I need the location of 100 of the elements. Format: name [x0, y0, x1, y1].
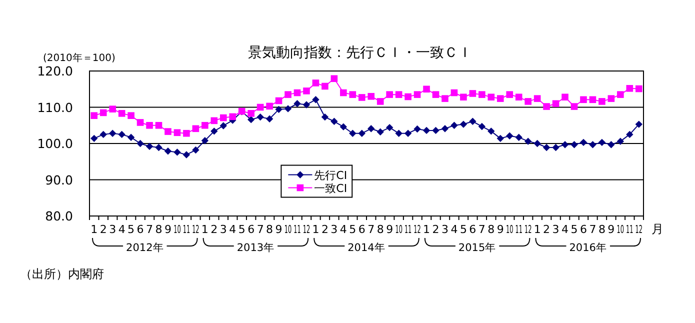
x-tick-label: 5	[128, 223, 135, 236]
text: 2015年	[458, 242, 496, 254]
point	[441, 125, 449, 132]
point	[589, 140, 596, 148]
point	[432, 91, 440, 98]
point	[247, 116, 255, 124]
point	[598, 98, 606, 105]
point	[570, 103, 578, 110]
point	[506, 91, 514, 98]
x-tick-label: 7	[256, 223, 264, 236]
point	[182, 151, 190, 158]
point	[570, 140, 578, 148]
x-tick-label: 10	[284, 224, 292, 237]
x-tick-label: 8	[155, 223, 162, 236]
x-tick-label: 1	[534, 223, 541, 236]
x-tick-label: 12	[302, 224, 310, 237]
x-tick-label: 9	[496, 223, 504, 236]
point	[414, 125, 421, 133]
text: 2012年	[126, 242, 164, 254]
point	[534, 140, 541, 148]
y-tick-label: 100.0	[37, 136, 74, 151]
x-tick-label: 6	[580, 223, 587, 236]
point	[395, 91, 402, 98]
point	[302, 101, 310, 108]
point	[414, 91, 421, 98]
point	[469, 118, 476, 125]
x-tick-label: 3	[220, 223, 227, 236]
point	[146, 142, 154, 150]
point	[349, 91, 356, 98]
point	[174, 129, 181, 136]
x-tick-label: 12	[524, 224, 532, 237]
x-tick-label: 1	[312, 223, 320, 236]
point	[136, 140, 144, 148]
x-tick-label: 9	[164, 223, 172, 236]
point	[589, 96, 596, 104]
point	[330, 75, 338, 82]
x-tick-label: 11	[294, 224, 301, 237]
point	[266, 115, 274, 122]
point	[100, 130, 107, 138]
x-tick-label: 6	[469, 223, 476, 236]
point	[127, 134, 135, 141]
y-tick-label: 90.0	[45, 172, 74, 188]
x-tick-label: 3	[552, 223, 560, 236]
point	[395, 130, 402, 137]
x-tick-label: 5	[460, 223, 467, 236]
point	[108, 130, 116, 137]
x-tick-label: 12	[635, 224, 642, 237]
chart-title: 景気動向指数：先行ＣＩ・一致ＣＩ	[248, 45, 472, 61]
x-tick-label: 4	[450, 223, 458, 236]
point	[192, 146, 200, 154]
y-tick-label: 110.0	[37, 100, 74, 115]
point	[626, 85, 634, 92]
point	[136, 119, 144, 126]
x-tick-label: 11	[182, 224, 190, 237]
point	[220, 114, 227, 122]
point	[284, 91, 292, 98]
x-tick-label: 1	[423, 223, 430, 236]
point	[100, 109, 107, 116]
point	[478, 122, 486, 130]
point	[543, 103, 550, 110]
point	[201, 137, 209, 144]
text: 2013年	[236, 242, 275, 254]
point	[524, 98, 532, 105]
y-tick-label: 80.0	[45, 208, 74, 224]
point	[146, 122, 153, 129]
x-tick-label: 2	[543, 223, 550, 236]
point	[368, 92, 375, 100]
x-tick-label: 5	[238, 223, 246, 236]
point	[608, 140, 615, 148]
point	[90, 112, 98, 119]
point	[450, 122, 458, 129]
x-tick-label: 9	[275, 223, 282, 236]
x-tick-label: 11	[404, 224, 412, 237]
point	[478, 91, 486, 98]
point	[256, 113, 264, 121]
point	[608, 95, 615, 102]
point	[340, 89, 347, 96]
point	[386, 124, 394, 132]
point	[422, 126, 430, 134]
point	[220, 122, 227, 130]
x-tick-label: 8	[266, 223, 274, 236]
x-tick-label: 2	[100, 223, 107, 236]
point	[460, 94, 467, 100]
point	[442, 95, 448, 102]
point	[155, 122, 162, 129]
text: 2016年	[569, 242, 607, 254]
point	[266, 102, 273, 110]
point	[202, 122, 208, 129]
x-tick-label: 11	[515, 224, 522, 237]
x-tick-label: 2	[321, 223, 328, 236]
x-tick-label: 7	[146, 223, 154, 236]
x-tick-label: 9	[386, 223, 394, 236]
point	[192, 125, 200, 132]
point	[515, 134, 522, 141]
point	[275, 97, 282, 104]
y-tick-label: 120.0	[37, 64, 74, 78]
x-tick-label: 6	[248, 223, 255, 236]
point	[174, 148, 181, 156]
point	[376, 98, 384, 105]
point	[368, 125, 375, 132]
